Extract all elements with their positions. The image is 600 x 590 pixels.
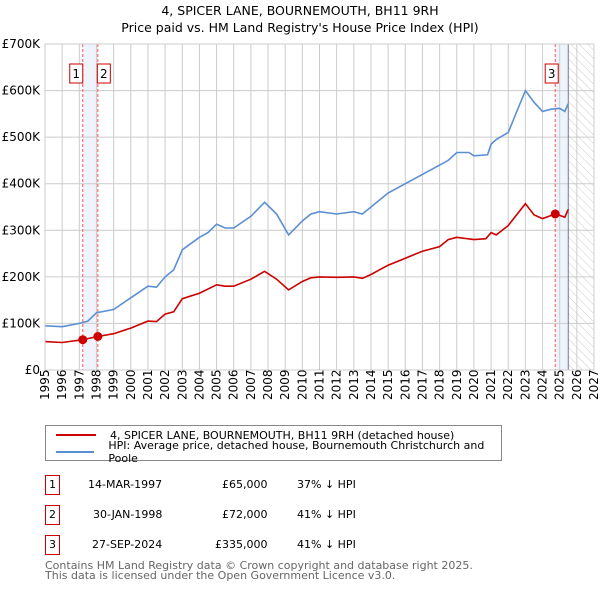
footer: Contains HM Land Registry data © Crown c… [45, 559, 473, 582]
chart-subtitle: Price paid vs. HM Land Registry's House … [121, 20, 479, 35]
x-tick-label: 2004 [192, 369, 206, 400]
x-tick-label: 2019 [450, 369, 464, 400]
x-tick-label: 2020 [467, 369, 481, 400]
transaction-date: 27-SEP-2024 [92, 538, 163, 551]
x-tick-label: 2010 [295, 369, 309, 400]
sale-point [550, 209, 560, 219]
x-tick-label: 1998 [89, 369, 103, 400]
y-tick-label: £700K [2, 37, 42, 51]
sale-band-3 [555, 44, 569, 370]
x-tick-label: 2003 [175, 369, 189, 400]
forecast-hatch [568, 44, 594, 370]
legend-swatch-red [56, 434, 96, 436]
transaction-number: 2 [45, 505, 60, 525]
x-tick-label: 1999 [107, 369, 121, 400]
sale-label-box [544, 63, 559, 84]
x-tick-label: 2021 [484, 369, 498, 400]
x-tick-label: 2011 [313, 369, 327, 400]
transaction-price: £65,000 [222, 478, 268, 491]
x-tick-label: 2014 [364, 369, 378, 400]
sale-point [93, 331, 103, 341]
y-tick-label: £500K [2, 130, 42, 144]
x-tick-label: 2022 [501, 369, 515, 400]
sale-label: 3 [548, 67, 556, 81]
legend-item-property: 4, SPICER LANE, BOURNEMOUTH, BH11 9RH (d… [56, 427, 454, 443]
chart-title: 4, SPICER LANE, BOURNEMOUTH, BH11 9RH [161, 3, 439, 18]
transaction-delta: 41% ↓ HPI [297, 508, 356, 521]
y-tick-label: £300K [2, 223, 42, 237]
price-chart: 1995 1996 1997 1998 1999 2000 2001 2002 2003 2004… [2, 37, 600, 400]
sale-label: 2 [100, 67, 108, 81]
x-tick-label: 2023 [518, 369, 532, 400]
sale-band-1-2 [82, 44, 98, 370]
sale-label-box [96, 63, 111, 84]
x-tick-label: 1996 [55, 369, 69, 400]
x-tick-label: 2026 [570, 369, 584, 400]
footer-copyright: Contains HM Land Registry data © Crown c… [45, 559, 473, 572]
transaction-number: 1 [45, 475, 60, 495]
legend-item-hpi: HPI: Average price, detached house, Bour… [56, 439, 501, 465]
sale-label: 1 [72, 67, 80, 81]
hpi-line [44, 88, 570, 328]
x-tick-label: 2012 [330, 369, 344, 400]
footer-licence: This data is licensed under the Open Gov… [45, 569, 396, 582]
y-tick-label: £600K [2, 84, 42, 98]
x-tick-label: 2001 [141, 369, 155, 400]
legend-label: HPI: Average price, detached house, Bour… [108, 439, 485, 465]
x-tick-label: 2007 [244, 369, 258, 400]
x-tick-label: 2008 [261, 369, 275, 400]
y-tick-label: £0 [25, 363, 40, 377]
transaction-price: £72,000 [222, 508, 268, 521]
transaction-delta: 37% ↓ HPI [297, 478, 356, 491]
transaction-date: 14-MAR-1997 [88, 478, 163, 491]
x-tick-label: 1997 [72, 369, 86, 400]
legend: 4, SPICER LANE, BOURNEMOUTH, BH11 9RH (d… [45, 425, 502, 465]
x-tick-label: 2013 [347, 369, 361, 400]
x-tick-label: 2002 [158, 369, 172, 400]
property-price-line [44, 202, 570, 344]
x-tick-label: 2009 [278, 369, 292, 400]
x-tick-label: 2018 [433, 369, 447, 400]
x-tick-label: 2016 [398, 369, 412, 400]
legend-label: 4, SPICER LANE, BOURNEMOUTH, BH11 9RH (d… [110, 428, 455, 442]
y-tick-label: £200K [2, 270, 42, 284]
x-tick-label: 2025 [553, 369, 567, 400]
x-tick-label: 2017 [415, 369, 429, 400]
x-tick-label: 1995 [38, 369, 52, 400]
x-tick-label: 2006 [227, 369, 241, 400]
y-tick-label: £400K [2, 177, 42, 191]
plot-frame [44, 43, 595, 371]
sale-label-box [69, 63, 84, 84]
transaction-number: 3 [45, 535, 60, 555]
transaction-row: 1 14-MAR-1997 £65,000 37% ↓ HPI [45, 475, 505, 495]
y-tick-label: £100K [2, 316, 42, 330]
legend-swatch-blue [56, 451, 95, 453]
x-tick-label: 2024 [536, 369, 550, 400]
transaction-row: 3 27-SEP-2024 £335,000 41% ↓ HPI [45, 535, 505, 555]
x-tick-label: 2000 [124, 369, 138, 400]
x-tick-label: 2027 [587, 369, 600, 400]
transaction-delta: 41% ↓ HPI [297, 538, 356, 551]
transaction-date: 30-JAN-1998 [93, 508, 163, 521]
sale-point [78, 335, 88, 345]
x-tick-label: 2015 [381, 369, 395, 400]
transaction-row: 2 30-JAN-1998 £72,000 41% ↓ HPI [45, 505, 505, 525]
x-tick-label: 2005 [210, 369, 224, 400]
transaction-price: £335,000 [215, 538, 268, 551]
